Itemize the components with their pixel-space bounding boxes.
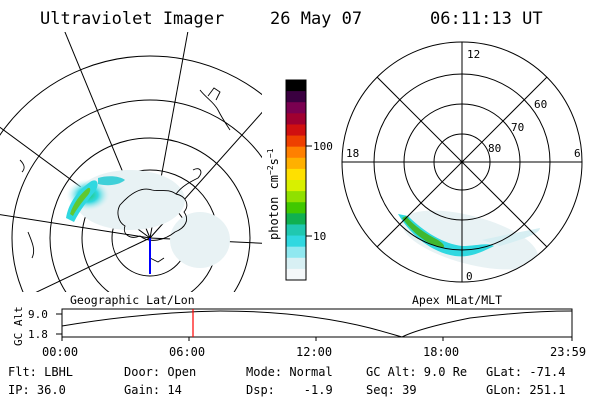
colorbar-stripe <box>286 146 306 159</box>
info-ip: IP: 36.0 <box>8 383 66 397</box>
altitude-ytick-low: 1.8 <box>28 328 48 341</box>
mlt-label-18: 18 <box>346 147 359 160</box>
info-filter: Flt: LBHL <box>8 365 73 379</box>
altitude-xtick-0000: 00:00 <box>42 345 78 359</box>
info-seq: Seq: 39 <box>366 383 417 397</box>
colorbar-tick-100: 100 <box>313 140 333 153</box>
status-info: Flt: LBHL IP: 36.0 Door: Open Gain: 14 M… <box>8 365 565 397</box>
info-dsp: Dsp: -1.9 <box>246 383 333 397</box>
colorbar-stripe <box>286 124 306 137</box>
altitude-xtick-1800: 18:00 <box>423 345 459 359</box>
colorbar-stripe <box>286 257 306 270</box>
colorbar-stripe <box>286 213 306 225</box>
colorbar-stripe <box>286 246 306 259</box>
aurora-emission <box>66 170 230 268</box>
colorbar-stripe <box>286 102 306 114</box>
info-mode: Mode: Normal <box>246 365 333 379</box>
altitude-curve <box>61 310 573 338</box>
left-panel-caption: Geographic Lat/Lon <box>70 293 195 307</box>
instrument-title: Ultraviolet Imager <box>40 9 224 29</box>
colorbar-stripe <box>286 235 306 248</box>
colorbar-stripe <box>286 180 306 192</box>
magnetic-polar-plot: 12 18 6 0 60 70 80 <box>341 41 583 283</box>
lat-label-70: 70 <box>511 121 524 134</box>
mlt-label-12: 12 <box>467 48 480 61</box>
color-bar: 100 10 photon cm−2s−1 <box>266 79 333 281</box>
info-door: Door: Open <box>124 365 196 379</box>
geographic-map <box>0 32 262 292</box>
colorbar-stripe <box>286 191 306 203</box>
info-glon: GLon: 251.1 <box>486 383 565 397</box>
colorbar-stripe <box>286 202 306 214</box>
altitude-ylabel: GC Alt <box>12 306 25 346</box>
altitude-ytick-high: 9.0 <box>28 308 48 321</box>
lat-label-60: 60 <box>534 98 547 111</box>
altitude-xtick-1200: 12:00 <box>296 345 332 359</box>
colorbar-stripe <box>286 157 306 170</box>
colorbar-stripe <box>286 168 306 181</box>
info-gain: Gain: 14 <box>124 383 182 397</box>
mlt-label-0: 0 <box>466 270 473 283</box>
info-glat: GLat: -71.4 <box>486 365 565 379</box>
mlt-label-6: 6 <box>574 147 581 160</box>
colorbar-stripe <box>286 113 306 125</box>
lat-label-80: 80 <box>488 142 501 155</box>
altitude-plot: GC Alt 9.0 1.8 00:00 06:00 12:00 18:00 2… <box>12 306 586 359</box>
info-gc-alt: GC Alt: 9.0 Re <box>366 365 467 379</box>
colorbar-tick-10: 10 <box>313 230 326 243</box>
colorbar-unit-label: photon cm−2s−1 <box>266 148 281 240</box>
colorbar-stripe <box>286 224 306 237</box>
altitude-xtick-0600: 06:00 <box>169 345 205 359</box>
altitude-xtick-2359: 23:59 <box>550 345 586 359</box>
right-panel-caption: Apex MLat/MLT <box>412 293 502 307</box>
colorbar-stripe <box>286 91 306 103</box>
colorbar-stripe <box>286 268 306 281</box>
colorbar-stripe <box>286 80 306 92</box>
date-label: 26 May 07 <box>270 9 362 29</box>
colorbar-stripe <box>286 135 306 148</box>
time-label: 06:11:13 UT <box>430 9 543 29</box>
coastlines <box>19 87 231 263</box>
